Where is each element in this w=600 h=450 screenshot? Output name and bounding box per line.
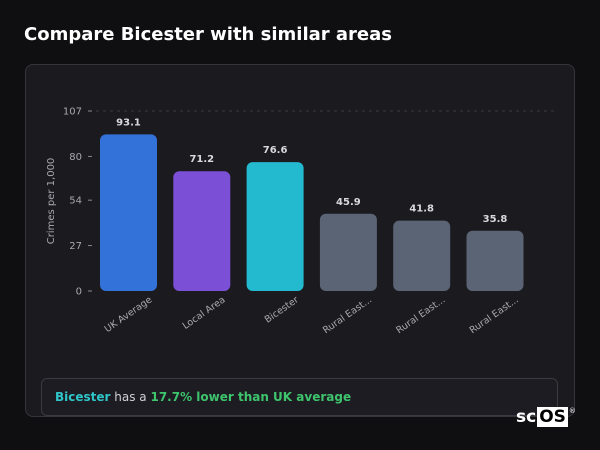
y-axis-label: Crimes per 1,000 [46,158,57,245]
summary-area-name: Bicester [55,390,111,404]
scos-logo: sc OS ® [516,407,576,427]
logo-registered-mark: ® [568,407,576,415]
bar-1 [100,134,157,291]
y-tick-label: 27 [69,241,82,252]
x-tick-label: Local Area [181,294,228,331]
bar-4 [319,213,377,291]
x-tick-label: Rural East... [394,294,447,336]
x-tick-label: Bicester [263,294,301,325]
x-tick-label: Rural East... [321,294,374,336]
y-tick-label: 107 [63,107,82,118]
y-tick-label: 0 [76,287,82,298]
chart-card: 0 27 54 80 107 Crimes per 1,000 93.1 UK Average… [25,64,575,417]
bar-value-label: 35.8 [483,214,508,225]
bar-value-label: 93.1 [116,117,141,128]
bar-2 [173,171,231,291]
x-tick-label: UK Average [103,294,155,335]
bar-value-label: 45.9 [336,197,361,208]
summary-connector: has a [110,390,151,404]
logo-highlight: OS [537,407,568,427]
comparison-summary: Bicester has a 17.7% lower than UK avera… [41,378,558,416]
bar-6 [466,230,524,291]
bar-chart: 0 27 54 80 107 Crimes per 1,000 93.1 UK Average… [46,107,556,336]
bar-value-label: 76.6 [263,145,288,156]
bar-value-label: 71.2 [189,154,214,165]
logo-prefix: sc [516,407,537,427]
y-tick-label: 54 [69,196,82,207]
page-title: Compare Bicester with similar areas [24,24,392,45]
y-tick-label: 80 [69,152,82,163]
summary-difference: 17.7% lower than UK average [150,390,352,404]
bar-value-label: 41.8 [409,204,434,215]
bar-5 [393,220,451,291]
x-tick-label: Rural East... [468,294,521,336]
bar-3 [246,162,304,291]
